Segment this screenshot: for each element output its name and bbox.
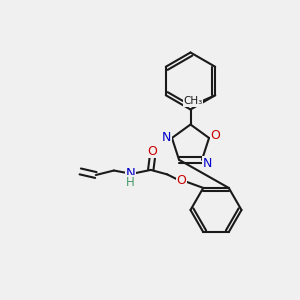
Text: H: H bbox=[126, 176, 135, 189]
Text: O: O bbox=[211, 129, 220, 142]
Text: CH₃: CH₃ bbox=[184, 96, 203, 106]
Text: N: N bbox=[162, 131, 171, 145]
Text: O: O bbox=[147, 145, 157, 158]
Text: N: N bbox=[125, 167, 135, 180]
Text: O: O bbox=[176, 174, 186, 187]
Text: N: N bbox=[203, 157, 212, 170]
